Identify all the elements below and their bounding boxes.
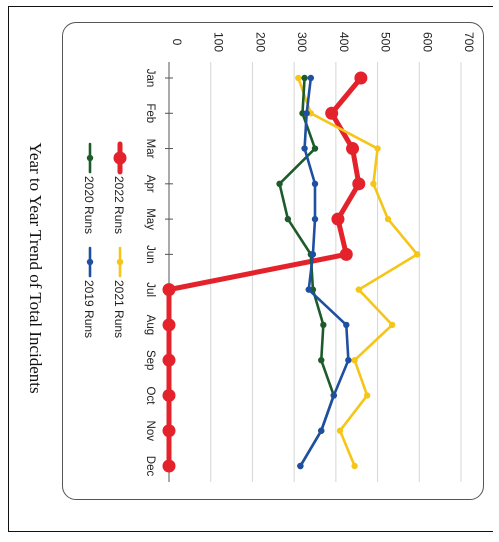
point-2021-runs-may: [384, 215, 392, 223]
legend-swatch-dot-2019-runs: [86, 258, 94, 266]
value-tick-600: 600: [420, 32, 434, 52]
point-2019-runs-apr: [311, 180, 319, 188]
category-tick-apr: Apr: [144, 175, 156, 193]
point-2022-runs-feb: [325, 106, 339, 120]
point-2019-runs-mar: [301, 145, 308, 152]
value-tick-500: 500: [379, 32, 393, 52]
legend-label-2022-runs: 2022 Runs: [112, 176, 126, 234]
legend-swatch-dot-2021-runs: [116, 258, 124, 266]
point-2022-runs-mar: [346, 142, 360, 156]
point-2022-runs-jul: [162, 283, 176, 297]
legend-swatch-dot-2022-runs: [113, 151, 127, 165]
point-2021-runs-dec: [351, 462, 358, 470]
point-2021-runs-aug: [388, 321, 396, 329]
point-2021-runs-sep: [351, 356, 358, 364]
point-2019-runs-oct: [330, 392, 337, 399]
point-2020-runs-apr: [276, 180, 283, 188]
point-2022-runs-may: [331, 212, 345, 226]
category-tick-jul: Jul: [144, 282, 156, 297]
value-tick-400: 400: [337, 32, 351, 52]
point-2021-runs-oct: [363, 392, 371, 399]
chart-title-svg: Year to Year Trend of Total Incidents: [26, 142, 45, 393]
point-2022-runs-jan: [354, 71, 368, 85]
chart-title-area: Year to Year Trend of Total Incidents: [0, 0, 60, 537]
legend: 2022 Runs 2021 Runs 2020 Runs 2019 Runs: [82, 141, 127, 338]
category-tick-mar: Mar: [144, 139, 156, 159]
value-tick-700: 700: [462, 32, 476, 52]
point-2020-runs-sep: [318, 356, 325, 364]
category-tick-may: May: [144, 208, 156, 230]
category-tick-dec: Dec: [144, 456, 156, 477]
point-2020-runs-may: [284, 215, 292, 223]
category-tick-jan: Jan: [144, 69, 156, 88]
category-tick-feb: Feb: [144, 103, 156, 123]
value-tick-0: 0: [170, 39, 184, 46]
category-tick-nov: Nov: [144, 421, 156, 442]
point-2021-runs-apr: [370, 180, 377, 188]
axis-layer: 0 100 200 300 400 500 600 700 Jan Feb Mar Apr May Jun…: [144, 32, 476, 482]
value-tick-300: 300: [295, 32, 309, 52]
point-2020-runs-jan: [301, 74, 308, 82]
chart-title: Year to Year Trend of Total Incidents: [26, 142, 45, 393]
series-line-2020-runs: [278, 76, 336, 468]
point-2022-runs-dec: [162, 459, 176, 473]
point-2019-runs-feb: [303, 110, 310, 117]
point-2019-runs-jul: [305, 286, 312, 293]
point-2021-runs-jan: [295, 74, 302, 82]
point-2019-runs-jan: [307, 74, 315, 82]
point-2020-runs-aug: [320, 321, 327, 329]
point-2019-runs-jun: [309, 251, 317, 258]
legend-swatch-dot-2020-runs: [86, 154, 94, 162]
legend-label-2020-runs: 2020 Runs: [82, 176, 96, 234]
category-tick-jun: Jun: [144, 245, 156, 264]
point-2022-runs-nov: [162, 424, 176, 438]
point-2022-runs-aug: [162, 318, 176, 332]
series-line-2022-runs: [166, 75, 364, 469]
point-2019-runs-dec: [297, 462, 304, 470]
point-2021-runs-nov: [336, 427, 344, 434]
value-tick-100: 100: [212, 32, 226, 52]
series-layer: [162, 71, 421, 473]
point-2019-runs-sep: [345, 356, 352, 364]
point-2021-runs-jul: [355, 286, 362, 293]
category-tick-sep: Sep: [144, 350, 156, 370]
point-2019-runs-may: [311, 215, 319, 223]
page-frame: [8, 6, 493, 532]
point-2022-runs-jun: [339, 247, 353, 261]
series-line-2021-runs: [297, 76, 419, 468]
chart-card: [62, 22, 484, 500]
point-2021-runs-jun: [414, 251, 421, 258]
point-2019-runs-nov: [318, 427, 325, 434]
legend-label-2021-runs: 2021 Runs: [112, 280, 126, 338]
point-2022-runs-apr: [352, 177, 366, 191]
point-2020-runs-mar: [311, 145, 319, 152]
point-2021-runs-mar: [374, 145, 381, 152]
point-2022-runs-sep: [162, 353, 176, 367]
series-line-2019-runs: [299, 76, 350, 468]
point-2019-runs-aug: [343, 321, 350, 329]
point-2022-runs-oct: [162, 388, 176, 402]
legend-label-2019-runs: 2019 Runs: [82, 280, 96, 338]
category-tick-aug: Aug: [144, 315, 156, 335]
category-tick-oct: Oct: [144, 387, 156, 406]
value-tick-200: 200: [253, 32, 267, 52]
